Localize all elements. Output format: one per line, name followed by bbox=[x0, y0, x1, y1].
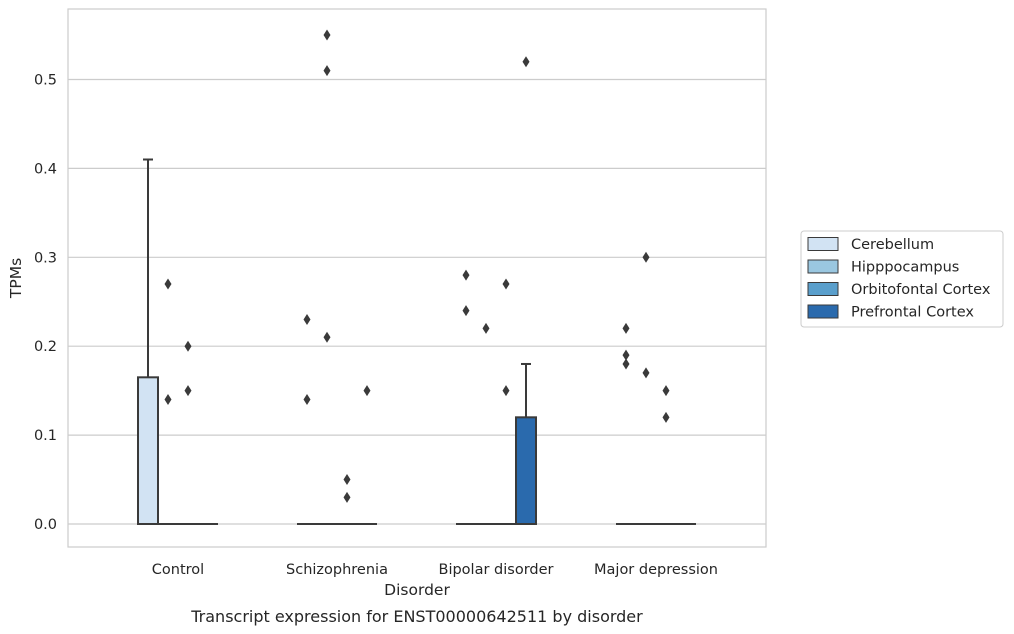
outlier-point bbox=[502, 385, 510, 397]
outlier-point bbox=[164, 278, 172, 290]
outlier-point bbox=[462, 269, 470, 281]
outlier-point bbox=[522, 56, 530, 68]
outlier-point bbox=[622, 322, 630, 334]
x-tick-label: Bipolar disorder bbox=[439, 562, 554, 578]
legend-label: Cerebellum bbox=[851, 237, 934, 253]
x-tick-labels: Control Schizophrenia Bipolar disorder Majo… bbox=[152, 562, 718, 578]
y-gridlines bbox=[68, 78, 766, 525]
x-tick-label: Control bbox=[152, 562, 204, 578]
outlier-point bbox=[164, 394, 172, 406]
outlier-point bbox=[622, 358, 630, 370]
legend-items: Cerebellum Hipppocampus Orbitofontal Corte… bbox=[807, 237, 991, 321]
outlier-point bbox=[662, 385, 670, 397]
box-series-group bbox=[137, 158, 696, 526]
y-tick-label: 0.0 bbox=[34, 517, 57, 533]
outlier-point bbox=[323, 29, 331, 41]
x-tick-label: Schizophrenia bbox=[286, 562, 388, 578]
outlier-point bbox=[323, 331, 331, 343]
legend-swatch bbox=[807, 282, 839, 296]
legend-swatch bbox=[807, 259, 839, 274]
outlier-point bbox=[482, 322, 490, 334]
outlier-point bbox=[642, 367, 650, 379]
x-axis-title: Disorder bbox=[384, 581, 450, 599]
legend-label: Orbitofontal Cortex bbox=[851, 282, 991, 298]
y-axis-title: TPMs bbox=[7, 258, 25, 299]
y-tick-label: 0.5 bbox=[34, 73, 57, 89]
figure-caption: Transcript expression for ENST0000064251… bbox=[190, 607, 643, 626]
x-tick-label: Major depression bbox=[594, 562, 718, 578]
plot-frame bbox=[67, 8, 767, 548]
outlier-point bbox=[184, 340, 192, 352]
legend-frame bbox=[800, 230, 1004, 328]
legend-label: Prefrontal Cortex bbox=[851, 305, 974, 321]
outlier-point bbox=[622, 349, 630, 361]
legend: Cerebellum Hipppocampus Orbitofontal Corte… bbox=[800, 230, 1004, 328]
outlier-point bbox=[662, 411, 670, 423]
outlier-point bbox=[184, 385, 192, 397]
y-tick-label: 0.2 bbox=[34, 339, 57, 355]
legend-swatch bbox=[807, 304, 839, 319]
outlier-point bbox=[343, 474, 351, 486]
outlier-point bbox=[462, 305, 470, 317]
outlier-point bbox=[642, 251, 650, 263]
outlier-point bbox=[502, 278, 510, 290]
outlier-point bbox=[363, 385, 371, 397]
box bbox=[515, 416, 537, 526]
outlier-point bbox=[303, 394, 311, 406]
outlier-points bbox=[164, 29, 670, 503]
y-tick-label: 0.3 bbox=[34, 250, 57, 266]
outlier-point bbox=[323, 65, 331, 77]
legend-swatch bbox=[807, 237, 839, 251]
box bbox=[137, 376, 159, 525]
outlier-point bbox=[303, 314, 311, 326]
y-tick-label: 0.4 bbox=[34, 161, 57, 177]
legend-label: Hipppocampus bbox=[851, 260, 959, 276]
y-tick-label: 0.1 bbox=[34, 428, 57, 444]
y-tick-labels: 0.0 0.1 0.2 0.3 0.4 0.5 bbox=[34, 73, 57, 534]
outlier-point bbox=[343, 491, 351, 503]
